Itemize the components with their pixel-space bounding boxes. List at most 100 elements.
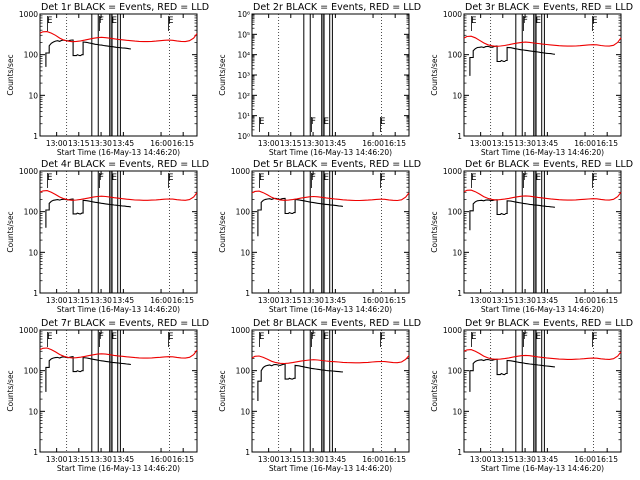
x-tick-label: 13:00 <box>46 296 68 305</box>
y-axis-label: Counts/sec <box>430 54 439 95</box>
event-marker-label: E <box>168 173 173 183</box>
y-tick-label: 10 <box>240 248 250 257</box>
event-marker-label: E <box>324 332 329 342</box>
x-tick-label: 16:15 <box>596 455 618 464</box>
x-tick-label: 16:00 <box>362 455 384 464</box>
y-tick-label: 1 <box>245 448 250 457</box>
x-tick-label: 13:15 <box>280 296 302 305</box>
x-tick-label: 16:15 <box>384 296 406 305</box>
plot-frame <box>463 170 622 294</box>
x-tick-label: 16:00 <box>362 296 384 305</box>
event-marker-label: E <box>112 16 117 26</box>
x-tick-label: 13:15 <box>492 455 514 464</box>
y-tick-label: 1000 <box>19 326 38 335</box>
events-series-line <box>257 363 343 401</box>
events-series-line <box>45 198 131 228</box>
y-tick-label: 10 <box>452 248 462 257</box>
y-tick-label: 10⁵ <box>237 30 250 39</box>
x-tick-label: 13:30 <box>90 296 112 305</box>
x-tick-label: 13:15 <box>68 455 90 464</box>
y-tick-label: 100 <box>448 208 463 217</box>
events-series-line <box>45 356 131 392</box>
y-tick-label: 1000 <box>19 167 38 176</box>
y-tick-label: 1 <box>457 132 462 141</box>
y-tick-label: 10¹ <box>237 112 250 121</box>
x-tick-label: 13:30 <box>90 455 112 464</box>
x-axis-label: Start Time (16-May-13 14:46:20) <box>269 148 392 157</box>
y-tick-label: 100 <box>24 208 39 217</box>
y-tick-label: 1 <box>33 289 38 298</box>
event-marker-label: E <box>259 332 264 342</box>
y-tick-label: 1 <box>457 448 462 457</box>
y-tick-label: 1000 <box>443 167 462 176</box>
y-tick-label: 1 <box>33 448 38 457</box>
event-marker-label: F <box>99 332 104 342</box>
x-tick-label: 16:00 <box>574 455 596 464</box>
x-tick-label: 16:00 <box>574 296 596 305</box>
y-axis-label: Counts/sec <box>218 370 227 411</box>
y-tick-label: 10 <box>28 407 38 416</box>
x-axis-label: Start Time (16-May-13 14:46:20) <box>269 464 392 473</box>
event-marker-label: F <box>99 16 104 26</box>
x-tick-label: 13:45 <box>325 455 347 464</box>
x-tick-label: 13:30 <box>514 296 536 305</box>
lld-series-line <box>39 347 198 359</box>
event-marker-label: E <box>536 332 541 342</box>
x-axis-label: Start Time (16-May-13 14:46:20) <box>57 305 180 314</box>
x-tick-label: 13:30 <box>302 455 324 464</box>
y-axis-label: Counts/sec <box>430 211 439 252</box>
y-tick-label: 10⁶ <box>237 10 250 19</box>
panel-title: Det 5r BLACK = Events, RED = LLD <box>253 159 421 170</box>
event-marker-label: E <box>259 117 264 127</box>
y-axis-label: Counts/sec <box>218 54 227 95</box>
x-tick-label: 16:15 <box>172 455 194 464</box>
plot-frame <box>39 170 198 294</box>
event-marker-label: E <box>168 332 173 342</box>
event-marker-label: E <box>168 16 173 26</box>
y-tick-label: 1 <box>33 132 38 141</box>
event-marker-label: F <box>523 332 528 342</box>
events-series-line <box>469 199 555 231</box>
y-tick-label: 100 <box>236 208 251 217</box>
x-tick-label: 13:15 <box>280 139 302 148</box>
event-marker-label: E <box>380 117 385 127</box>
lld-series-line <box>463 189 622 201</box>
x-tick-label: 13:45 <box>113 296 135 305</box>
x-tick-label: 16:15 <box>172 139 194 148</box>
lld-series-line <box>463 35 622 47</box>
y-tick-label: 1000 <box>443 326 462 335</box>
x-tick-label: 16:00 <box>150 296 172 305</box>
x-axis-label: Start Time (16-May-13 14:46:20) <box>481 305 604 314</box>
x-tick-label: 13:15 <box>492 296 514 305</box>
event-marker-label: E <box>380 173 385 183</box>
y-tick-label: 1000 <box>231 167 250 176</box>
x-tick-label: 16:00 <box>150 139 172 148</box>
event-marker-label: E <box>259 173 264 183</box>
x-tick-label: 13:45 <box>537 296 559 305</box>
y-tick-label: 100 <box>24 367 39 376</box>
x-tick-label: 13:15 <box>68 139 90 148</box>
x-tick-label: 13:15 <box>492 139 514 148</box>
x-tick-label: 13:00 <box>470 139 492 148</box>
event-marker-label: F <box>99 173 104 183</box>
y-tick-label: 1000 <box>231 326 250 335</box>
x-tick-label: 13:00 <box>46 455 68 464</box>
lld-series-line <box>39 31 198 43</box>
event-marker-label: F <box>523 16 528 26</box>
x-tick-label: 13:00 <box>470 296 492 305</box>
x-tick-label: 13:30 <box>302 139 324 148</box>
y-axis-label: Counts/sec <box>6 54 15 95</box>
event-marker-label: E <box>112 173 117 183</box>
plot-frame <box>251 170 410 294</box>
event-marker-label: E <box>324 117 329 127</box>
y-tick-label: 1000 <box>443 10 462 19</box>
y-tick-label: 10⁴ <box>237 51 250 60</box>
panel-title: Det 7r BLACK = Events, RED = LLD <box>41 318 209 329</box>
